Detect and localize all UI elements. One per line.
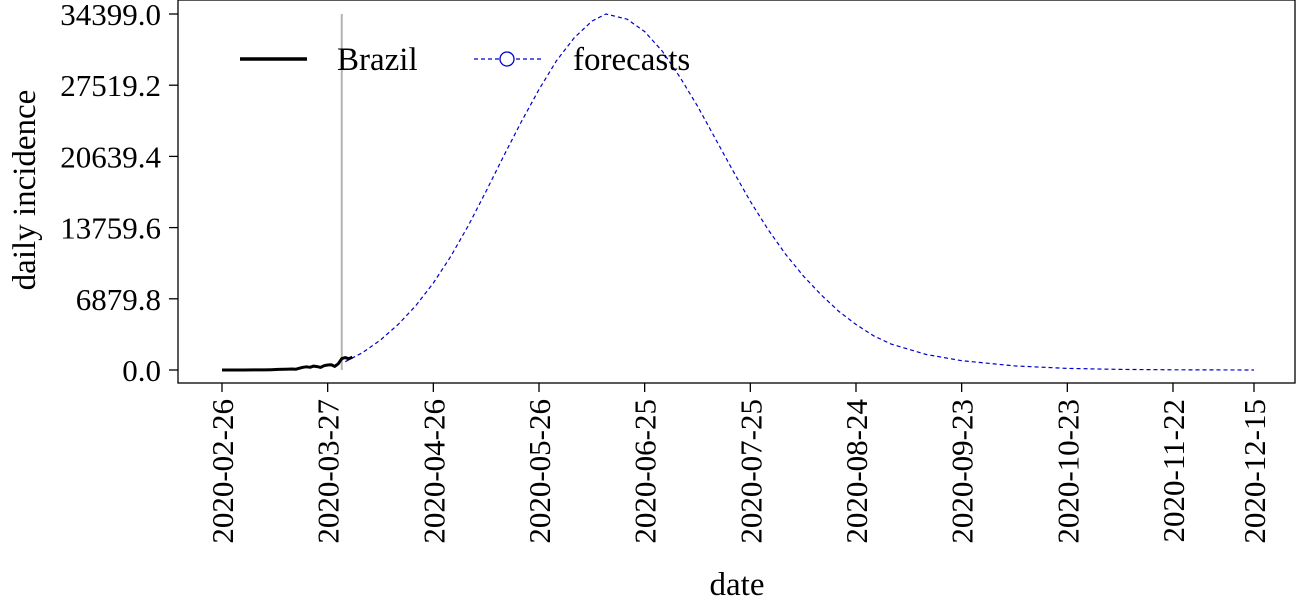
x-tick-label: 2020-03-27 xyxy=(311,399,346,544)
x-axis-title: date xyxy=(710,567,765,600)
y-tick-label: 6879.8 xyxy=(76,282,161,317)
y-axis-title: daily incidence xyxy=(7,90,43,291)
y-tick-label: 27519.2 xyxy=(60,68,161,103)
x-tick-label: 2020-07-25 xyxy=(733,399,768,544)
y-tick-label: 13759.6 xyxy=(60,211,161,246)
y-tick-label: 34399.0 xyxy=(60,0,161,32)
x-tick-label: 2020-05-26 xyxy=(522,399,557,544)
legend-label-brazil: Brazil xyxy=(337,42,418,78)
x-axis: 2020-02-26 2020-03-27 2020-04-26 2020-05-26… xyxy=(205,383,1272,544)
series-layer xyxy=(222,13,1255,372)
series-line-brazil xyxy=(222,355,353,372)
legend-label-forecasts: forecasts xyxy=(573,42,690,78)
legend-marker-forecasts xyxy=(499,51,515,67)
series-line-forecasts xyxy=(345,13,1255,371)
x-tick-label: 2020-04-26 xyxy=(416,399,451,544)
y-tick-label: 0.0 xyxy=(122,353,161,388)
y-tick-label: 20639.4 xyxy=(60,139,161,174)
legend: Brazil forecasts xyxy=(240,42,690,78)
y-axis: 0.0 6879.8 13759.6 20639.4 27519.2 34399.0 xyxy=(60,0,178,388)
x-tick-label: 2020-08-24 xyxy=(839,399,874,544)
x-tick-label: 2020-02-26 xyxy=(205,399,240,544)
x-tick-label: 2020-11-22 xyxy=(1156,399,1191,543)
x-tick-label: 2020-09-23 xyxy=(945,399,980,544)
x-tick-label: 2020-06-25 xyxy=(628,399,663,544)
x-tick-label: 2020-12-15 xyxy=(1237,399,1272,544)
plot-frame xyxy=(177,0,1296,384)
x-tick-label: 2020-10-23 xyxy=(1050,399,1085,544)
